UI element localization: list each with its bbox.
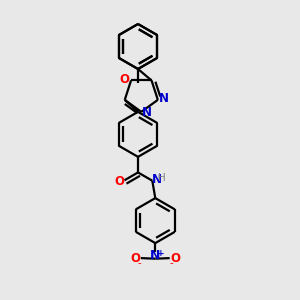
Text: N: N — [142, 106, 152, 119]
Text: N: N — [150, 249, 160, 262]
Text: +: + — [157, 249, 164, 258]
Text: H: H — [158, 173, 166, 183]
Text: O: O — [130, 252, 140, 265]
Text: O: O — [114, 175, 124, 188]
Text: O: O — [119, 73, 130, 86]
Text: N: N — [159, 92, 169, 106]
Text: N: N — [152, 173, 162, 186]
Text: O: O — [170, 252, 180, 265]
Text: -: - — [169, 259, 173, 269]
Text: -: - — [137, 259, 141, 269]
